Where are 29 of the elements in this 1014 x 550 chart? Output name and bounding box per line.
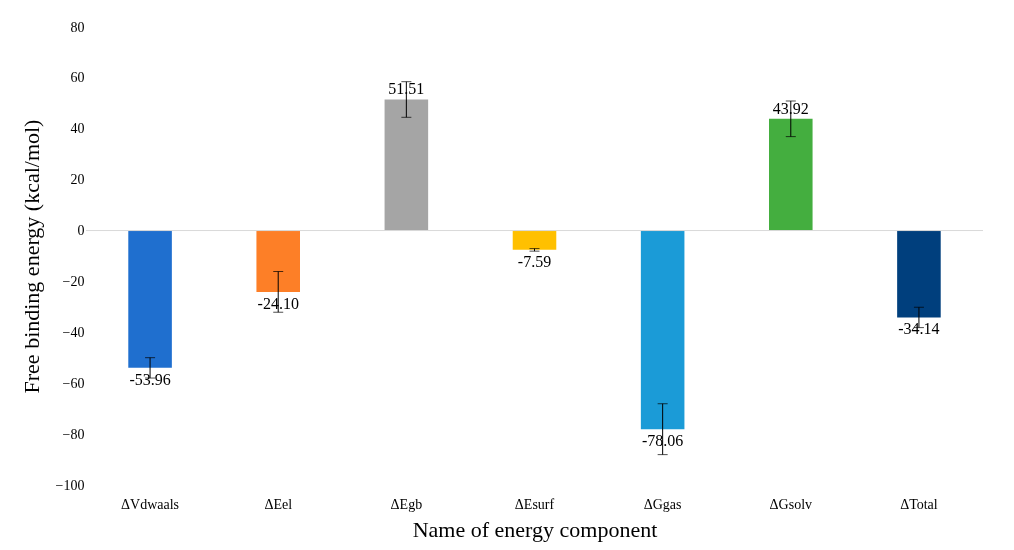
data-label: -7.59: [517, 252, 552, 270]
y-tick-label: 80: [70, 19, 85, 35]
y-tick-label: 60: [70, 70, 85, 86]
x-tick-label: ΔEsurf: [514, 496, 555, 512]
y-tick-label: −80: [62, 426, 85, 442]
bar: [512, 230, 557, 250]
bar: [769, 118, 813, 231]
x-tick-label: ΔGgas: [643, 496, 682, 512]
y-tick-label: −60: [62, 375, 85, 391]
y-tick-label: 0: [77, 223, 85, 239]
bar: [897, 230, 941, 318]
y-tick-label: −100: [55, 477, 85, 493]
y-axis-title: Free binding energy (kcal/mol): [18, 119, 44, 394]
x-tick-label: ΔEel: [264, 496, 293, 512]
data-label: -34.14: [898, 320, 940, 338]
y-tick-label: −40: [62, 324, 85, 340]
y-tick-label: −20: [62, 273, 85, 289]
x-tick-label: ΔGsolv: [769, 496, 813, 512]
data-label: -53.96: [129, 370, 171, 388]
bar: [128, 230, 172, 368]
x-axis-title: Name of energy component: [412, 516, 658, 542]
x-tick-label: ΔEgb: [390, 496, 423, 512]
x-tick-label: ΔTotal: [900, 496, 938, 512]
bar: [384, 99, 429, 231]
bar: [256, 230, 300, 292]
bar: [640, 230, 685, 430]
y-tick-label: 20: [70, 172, 85, 188]
y-tick-label: 40: [70, 121, 85, 137]
x-tick-label: ΔVdwaals: [121, 496, 180, 512]
